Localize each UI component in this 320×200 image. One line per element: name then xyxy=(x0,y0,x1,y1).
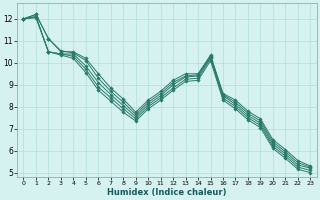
X-axis label: Humidex (Indice chaleur): Humidex (Indice chaleur) xyxy=(107,188,227,197)
